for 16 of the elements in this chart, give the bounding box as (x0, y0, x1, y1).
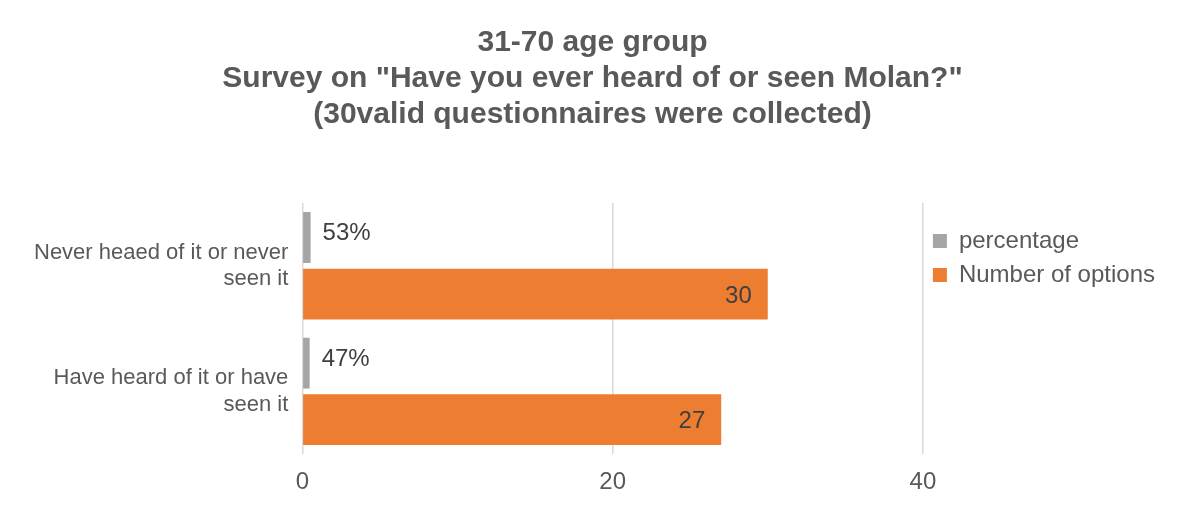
bar (303, 394, 722, 446)
x-tick-label: 0 (295, 467, 310, 495)
legend-label: Number of options (958, 259, 1156, 287)
data-label: 53% (322, 218, 371, 246)
chart-title: 31-70 age group Survey on "Have you ever heard of or seen Molan?" (30valid questionnaires were collected) (222, 24, 963, 130)
bar (303, 268, 768, 320)
data-label: 47% (321, 343, 370, 371)
legend-label: percentage (958, 225, 1079, 253)
x-tick-label: 20 (599, 467, 626, 495)
x-tick-label: 40 (909, 467, 937, 495)
bar (303, 337, 310, 389)
y-tick-label: Never heaed of it or never seen it (33, 238, 289, 291)
y-tick-label: Have heard of it or have seen it (53, 364, 289, 416)
data-label: 27 (678, 406, 706, 434)
bar (303, 212, 311, 263)
data-label: 30 (725, 280, 752, 308)
